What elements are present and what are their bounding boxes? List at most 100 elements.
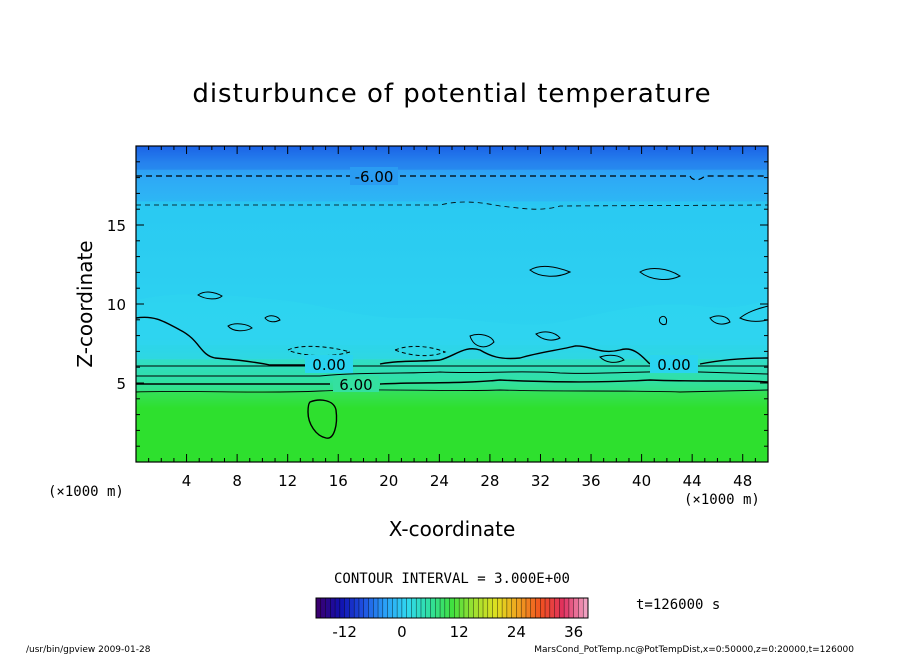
colorbar-cell bbox=[354, 598, 360, 618]
colorbar-cell bbox=[440, 598, 446, 618]
contour-label: 0.00 bbox=[657, 356, 690, 374]
colorbar-cell bbox=[378, 598, 384, 618]
heatmap-band bbox=[136, 146, 768, 170]
colorbar-cell bbox=[521, 598, 527, 618]
colorbar-cell bbox=[320, 598, 326, 618]
colorbar-cell bbox=[573, 598, 579, 618]
colorbar-cell bbox=[478, 598, 484, 618]
colorbar-tick-label: -12 bbox=[332, 623, 357, 641]
colorbar-cell bbox=[525, 598, 531, 618]
contour-interval: CONTOUR INTERVAL = 3.000E+00 bbox=[334, 571, 570, 587]
colorbar-cell bbox=[530, 598, 536, 618]
colorbar-cell bbox=[487, 598, 493, 618]
colorbar-cell bbox=[325, 598, 331, 618]
colorbar-cell bbox=[540, 598, 546, 618]
y-tick-label: 5 bbox=[116, 375, 126, 393]
colorbar-tick-label: 12 bbox=[450, 623, 469, 641]
heatmap-band bbox=[136, 169, 768, 202]
x-tick-label: 8 bbox=[232, 472, 242, 490]
colorbar-cell bbox=[339, 598, 345, 618]
colorbar-cell bbox=[363, 598, 369, 618]
colorbar-cell bbox=[358, 598, 364, 618]
x-tick-label: 4 bbox=[182, 472, 192, 490]
colorbar-cell bbox=[516, 598, 522, 618]
x-tick-label: 44 bbox=[683, 472, 702, 490]
colorbar-cell bbox=[497, 598, 503, 618]
colorbar-cell bbox=[411, 598, 417, 618]
colorbar-cell bbox=[483, 598, 488, 618]
colorbar-cell bbox=[406, 598, 412, 618]
colorbar-tick-label: 36 bbox=[564, 623, 583, 641]
colorbar-cell bbox=[459, 598, 465, 618]
colorbar-cell bbox=[468, 598, 474, 618]
colorbar-cell bbox=[559, 598, 565, 618]
colorbar-cell bbox=[502, 598, 508, 618]
colorbar-cell bbox=[449, 598, 455, 618]
colorbar-cell bbox=[392, 598, 398, 618]
colorbar-tick-label: 0 bbox=[397, 623, 407, 641]
colorbar-cell bbox=[382, 598, 388, 618]
x-tick-label: 12 bbox=[278, 472, 297, 490]
x-tick-label: 16 bbox=[329, 472, 348, 490]
contour-line bbox=[136, 371, 768, 377]
colorbar-cell bbox=[387, 598, 393, 618]
colorbar-cell bbox=[578, 598, 584, 618]
contour-line bbox=[136, 389, 768, 393]
footer-right: MarsCond_PotTemp.nc@PotTempDist,x=0:5000… bbox=[534, 645, 854, 654]
y-tick-label: 15 bbox=[107, 217, 126, 235]
chart-title: disturbunce of potential temperature bbox=[192, 79, 711, 109]
colorbar-cell bbox=[330, 598, 336, 618]
colorbar-cell bbox=[564, 598, 570, 618]
contour-label: -6.00 bbox=[355, 168, 394, 186]
contour-line bbox=[136, 175, 768, 181]
colorbar-cell bbox=[401, 598, 407, 618]
colorbar-cell bbox=[511, 598, 517, 618]
footer-left: /usr/bin/gpview 2009-01-28 bbox=[26, 645, 151, 654]
colorbar-cell bbox=[373, 598, 379, 618]
colorbar-cell bbox=[554, 598, 560, 618]
colorbar-cell bbox=[506, 598, 512, 618]
y-tick-label: 10 bbox=[107, 296, 126, 314]
x-unit-left: (×1000 m) bbox=[48, 484, 124, 500]
colorbar bbox=[315, 598, 589, 618]
contour-line bbox=[307, 399, 338, 439]
colorbar-tick-label: 24 bbox=[507, 623, 526, 641]
contour-label: 0.00 bbox=[312, 356, 345, 374]
colorbar-cell bbox=[492, 598, 498, 618]
y-axis-label: Z-coordinate bbox=[73, 240, 97, 367]
colorbar-cell bbox=[335, 598, 341, 618]
contour-line bbox=[136, 316, 768, 366]
time-label: t=126000 s bbox=[636, 597, 720, 613]
x-unit-right: (×1000 m) bbox=[684, 492, 760, 508]
x-tick-label: 20 bbox=[379, 472, 398, 490]
colorbar-cell bbox=[316, 598, 321, 618]
contour-label: 6.00 bbox=[339, 376, 372, 394]
colorbar-cell bbox=[425, 598, 431, 618]
contour-line bbox=[136, 379, 768, 385]
x-tick-label: 28 bbox=[480, 472, 499, 490]
x-tick-label: 32 bbox=[531, 472, 550, 490]
colorbar-cell bbox=[435, 598, 441, 618]
x-tick-label: 24 bbox=[430, 472, 449, 490]
heatmap-band bbox=[136, 390, 768, 462]
colorbar-cell bbox=[535, 598, 541, 618]
colorbar-cell bbox=[416, 598, 422, 618]
contour-line bbox=[136, 201, 768, 210]
colorbar-cell bbox=[545, 598, 551, 618]
colorbar-cell bbox=[444, 598, 450, 618]
colorbar-cell bbox=[549, 598, 555, 618]
colorbar-cell bbox=[473, 598, 479, 618]
colorbar-cell bbox=[368, 598, 374, 618]
x-tick-label: 40 bbox=[632, 472, 651, 490]
colorbar-cell bbox=[420, 598, 426, 618]
colorbar-cell bbox=[397, 598, 403, 618]
colorbar-cell bbox=[583, 598, 589, 618]
heatmap-field: -6.00 0.00 0.00 6.00 bbox=[136, 146, 768, 462]
colorbar-cell bbox=[454, 598, 460, 618]
colorbar-cell bbox=[344, 598, 350, 618]
colorbar-cell bbox=[349, 598, 355, 618]
colorbar-cell bbox=[568, 598, 574, 618]
x-tick-label: 48 bbox=[733, 472, 752, 490]
colorbar-cell bbox=[430, 598, 436, 618]
